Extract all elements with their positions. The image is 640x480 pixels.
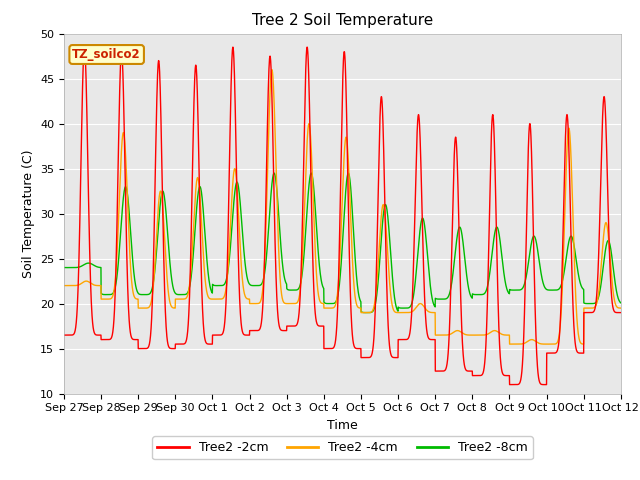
Tree2 -8cm — [274, 198, 282, 204]
Line: Tree2 -2cm: Tree2 -2cm — [64, 47, 621, 384]
Tree2 -4cm — [60, 283, 68, 288]
Tree2 -4cm — [606, 256, 614, 262]
Tree2 -8cm — [157, 198, 164, 204]
Tree2 -8cm — [363, 310, 371, 315]
Tree2 -2cm — [274, 310, 282, 316]
Line: Tree2 -8cm: Tree2 -8cm — [64, 173, 621, 312]
Tree2 -2cm — [606, 270, 614, 276]
Tree2 -2cm — [298, 243, 306, 249]
Tree2 -8cm — [298, 274, 306, 279]
Title: Tree 2 Soil Temperature: Tree 2 Soil Temperature — [252, 13, 433, 28]
Tree2 -2cm — [547, 350, 554, 356]
Tree2 -8cm — [617, 300, 625, 306]
Tree2 -8cm — [270, 170, 278, 176]
Tree2 -4cm — [298, 266, 306, 272]
Tree2 -2cm — [81, 44, 88, 50]
Tree2 -8cm — [124, 192, 131, 197]
Line: Tree2 -4cm: Tree2 -4cm — [64, 70, 621, 344]
Tree2 -4cm — [157, 188, 164, 194]
Y-axis label: Soil Temperature (C): Soil Temperature (C) — [22, 149, 35, 278]
Tree2 -4cm — [547, 341, 554, 347]
Tree2 -2cm — [157, 107, 164, 112]
Tree2 -4cm — [124, 197, 131, 203]
Tree2 -4cm — [268, 67, 276, 72]
Tree2 -2cm — [617, 310, 625, 315]
Legend: Tree2 -2cm, Tree2 -4cm, Tree2 -8cm: Tree2 -2cm, Tree2 -4cm, Tree2 -8cm — [152, 436, 532, 459]
Tree2 -4cm — [274, 220, 282, 226]
Tree2 -2cm — [60, 332, 68, 338]
Tree2 -4cm — [617, 305, 625, 311]
Tree2 -2cm — [124, 284, 132, 290]
Tree2 -8cm — [606, 243, 614, 249]
Tree2 -8cm — [547, 287, 554, 293]
Tree2 -4cm — [509, 341, 517, 347]
Text: TZ_soilco2: TZ_soilco2 — [72, 48, 141, 61]
Tree2 -2cm — [507, 382, 515, 387]
X-axis label: Time: Time — [327, 419, 358, 432]
Tree2 -8cm — [60, 264, 68, 270]
